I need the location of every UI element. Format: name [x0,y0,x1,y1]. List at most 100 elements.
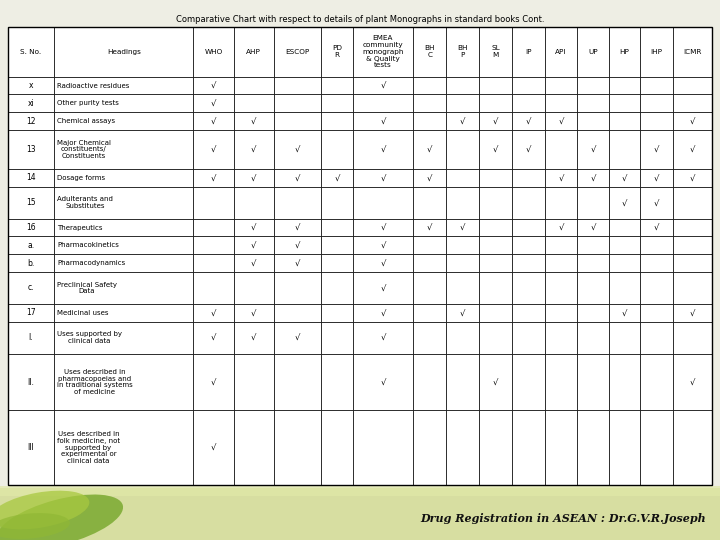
Bar [672,322,712,354]
Bar [640,112,672,130]
Text: √: √ [211,81,216,90]
Bar [544,77,577,94]
Bar [234,272,274,304]
Bar [672,219,712,237]
Text: √: √ [558,117,564,126]
Bar [446,130,479,169]
Text: √: √ [334,173,340,183]
Bar [353,77,413,94]
Text: Uses described in
folk medicine, not
supported by
experimental or
clinical data: Uses described in folk medicine, not sup… [57,431,120,464]
Text: ICMR: ICMR [683,49,701,55]
Bar [640,77,672,94]
Text: √: √ [654,223,659,232]
Bar [413,112,446,130]
Text: II.: II. [27,377,35,387]
Bar [672,77,712,94]
Text: √: √ [621,173,627,183]
Bar [321,354,353,410]
Bar [512,237,544,254]
Bar [321,322,353,354]
Text: √: √ [690,145,695,154]
Text: Other purity tests: Other purity tests [57,100,119,106]
Bar [413,254,446,272]
Text: √: √ [654,145,659,154]
Text: √: √ [380,145,386,154]
Bar [544,112,577,130]
Bar [479,410,512,485]
Text: Comparative Chart with respect to details of plant Monographs in standard books : Comparative Chart with respect to detail… [176,15,544,24]
Text: √: √ [690,173,695,183]
Bar [274,304,321,322]
Text: √: √ [460,308,465,318]
Bar [234,254,274,272]
Bar [544,410,577,485]
Bar [577,27,608,77]
Text: BH
P: BH P [457,45,468,58]
Bar [321,410,353,485]
Bar [54,94,194,112]
Text: c.: c. [28,284,35,293]
Bar [672,254,712,272]
Bar [512,130,544,169]
Text: SL
M: SL M [491,45,500,58]
Text: API: API [555,49,567,55]
Bar [8,169,54,187]
Bar [544,219,577,237]
Text: √: √ [460,117,465,126]
Bar [544,304,577,322]
Text: 16: 16 [26,223,36,232]
Text: √: √ [380,308,386,318]
Bar [321,130,353,169]
Bar [234,322,274,354]
Text: √: √ [380,241,386,250]
Bar [194,187,234,219]
Bar [194,77,234,94]
Text: √: √ [295,259,300,268]
Bar [353,322,413,354]
Bar [413,237,446,254]
Bar [54,354,194,410]
Bar [479,130,512,169]
Text: √: √ [427,173,433,183]
Ellipse shape [0,513,70,539]
Text: Uses supported by
clinical data: Uses supported by clinical data [57,331,122,344]
Bar [413,94,446,112]
Bar [194,304,234,322]
Bar [321,237,353,254]
Text: √: √ [590,173,595,183]
Bar [577,112,608,130]
Bar [234,219,274,237]
Text: √: √ [380,223,386,232]
Bar [479,169,512,187]
Bar [413,169,446,187]
Text: √: √ [427,145,433,154]
Bar [321,254,353,272]
Bar [479,272,512,304]
Bar [274,219,321,237]
Bar [8,322,54,354]
Bar [321,112,353,130]
Bar [8,237,54,254]
Text: √: √ [690,117,695,126]
Text: IHP: IHP [650,49,662,55]
Bar [640,187,672,219]
Bar [194,410,234,485]
Text: √: √ [211,173,216,183]
Text: √: √ [690,377,695,387]
Bar [54,322,194,354]
Bar [274,237,321,254]
Text: √: √ [295,173,300,183]
Bar [8,27,54,77]
Bar [608,322,640,354]
Bar [512,354,544,410]
Bar [544,322,577,354]
Bar [672,272,712,304]
Bar [672,304,712,322]
Text: HP: HP [619,49,629,55]
Bar [0,488,720,540]
Bar [353,410,413,485]
Bar [274,27,321,77]
Bar [8,304,54,322]
Bar [608,169,640,187]
Bar [544,169,577,187]
